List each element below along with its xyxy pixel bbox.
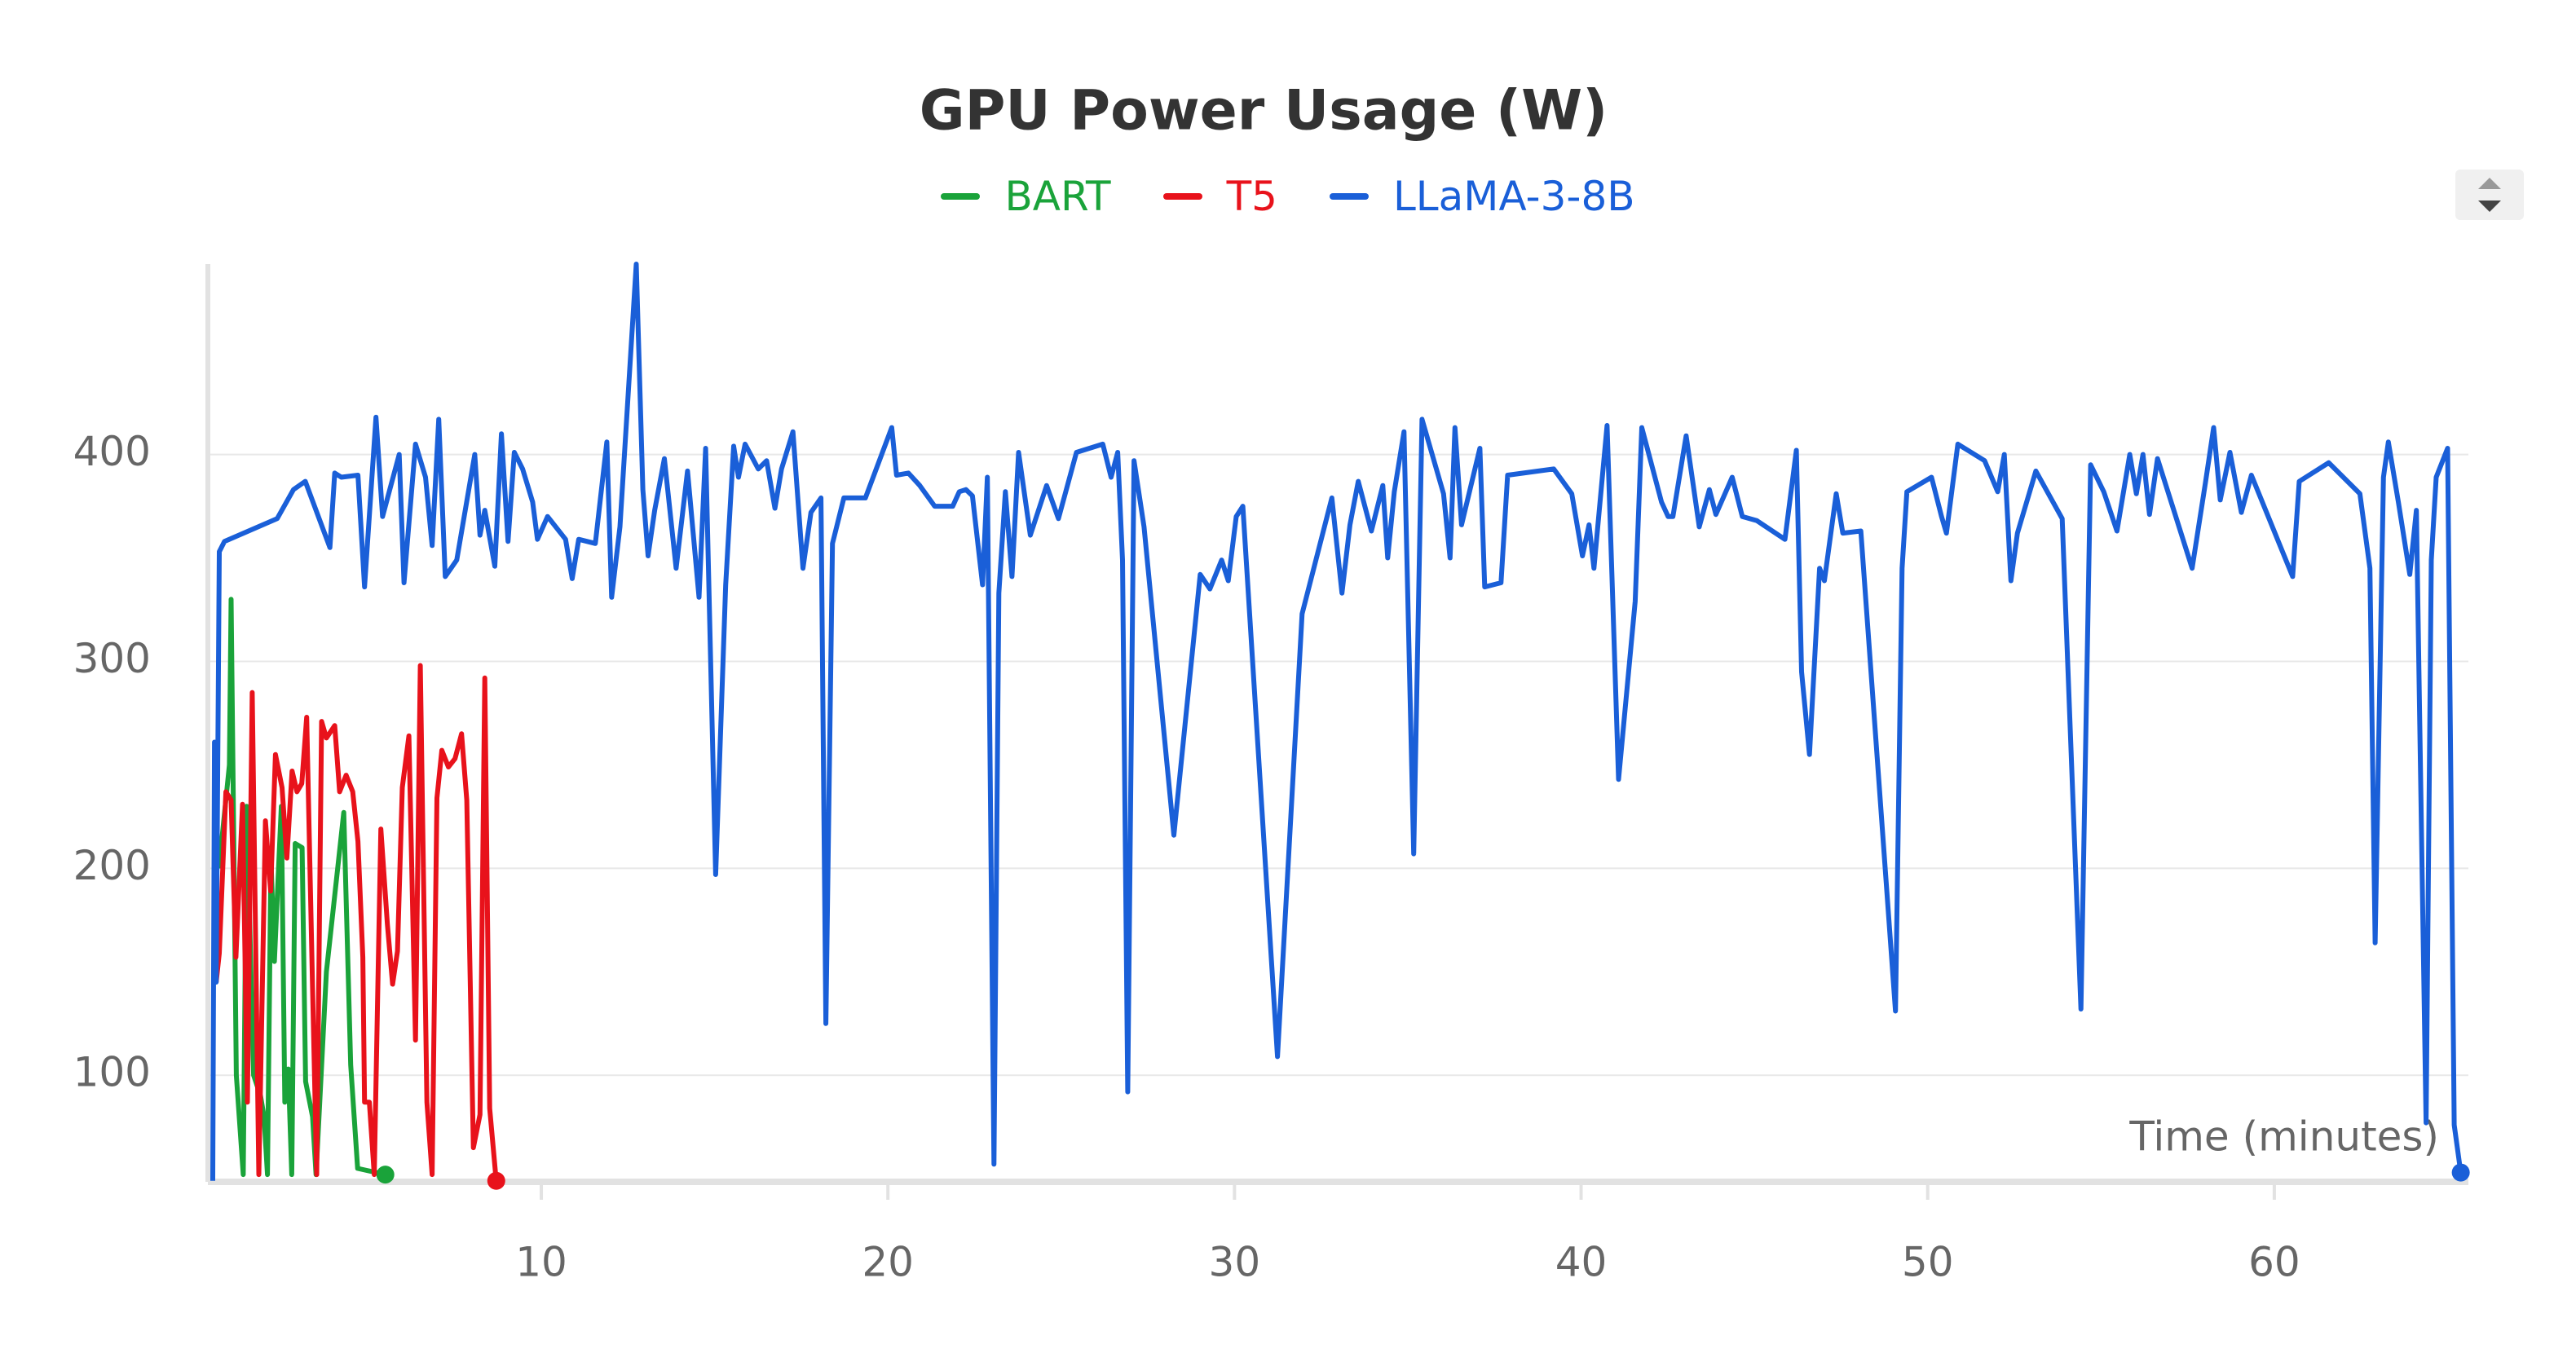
chart-title: GPU Power Usage (W) bbox=[920, 79, 1608, 143]
legend-swatch bbox=[941, 193, 981, 200]
x-tick-label: 40 bbox=[1555, 1239, 1608, 1286]
legend-item[interactable]: BART bbox=[941, 173, 1111, 220]
y-tick-label: 400 bbox=[73, 428, 151, 475]
scroll-down[interactable] bbox=[2478, 201, 2501, 212]
x-axis-label: Time (minutes) bbox=[2128, 1113, 2439, 1161]
legend-swatch bbox=[1162, 193, 1202, 200]
series-line bbox=[214, 663, 499, 1181]
legend-label: T5 bbox=[1226, 173, 1277, 220]
x-tick-label: 50 bbox=[1902, 1239, 1954, 1286]
y-tick-label: 200 bbox=[73, 842, 151, 889]
x-tick-label: 60 bbox=[2248, 1239, 2300, 1286]
legend-label: LLaMA-3-8B bbox=[1392, 173, 1635, 220]
x-tick-label: 30 bbox=[1209, 1239, 1261, 1286]
legend-item[interactable]: LLaMA-3-8B bbox=[1329, 173, 1635, 220]
x-tick-label: 20 bbox=[862, 1239, 914, 1286]
legend-item[interactable]: T5 bbox=[1162, 173, 1277, 220]
scroll-control[interactable] bbox=[2455, 170, 2524, 220]
x-tick-label: 10 bbox=[515, 1239, 567, 1286]
series-end-dot bbox=[487, 1171, 505, 1190]
legend: BART T5 LLaMA-3-8B bbox=[0, 173, 2576, 220]
legend-swatch bbox=[1329, 193, 1369, 200]
series-end-dot bbox=[376, 1166, 395, 1184]
series-line bbox=[210, 262, 2464, 1181]
scroll-up[interactable] bbox=[2478, 178, 2501, 189]
y-tick-label: 100 bbox=[73, 1049, 151, 1096]
scroll-box[interactable] bbox=[2455, 170, 2524, 220]
y-tick-label: 300 bbox=[73, 635, 151, 682]
series-end-dot bbox=[2451, 1163, 2470, 1182]
legend-label: BART bbox=[1004, 173, 1111, 220]
series-line bbox=[216, 597, 386, 1178]
